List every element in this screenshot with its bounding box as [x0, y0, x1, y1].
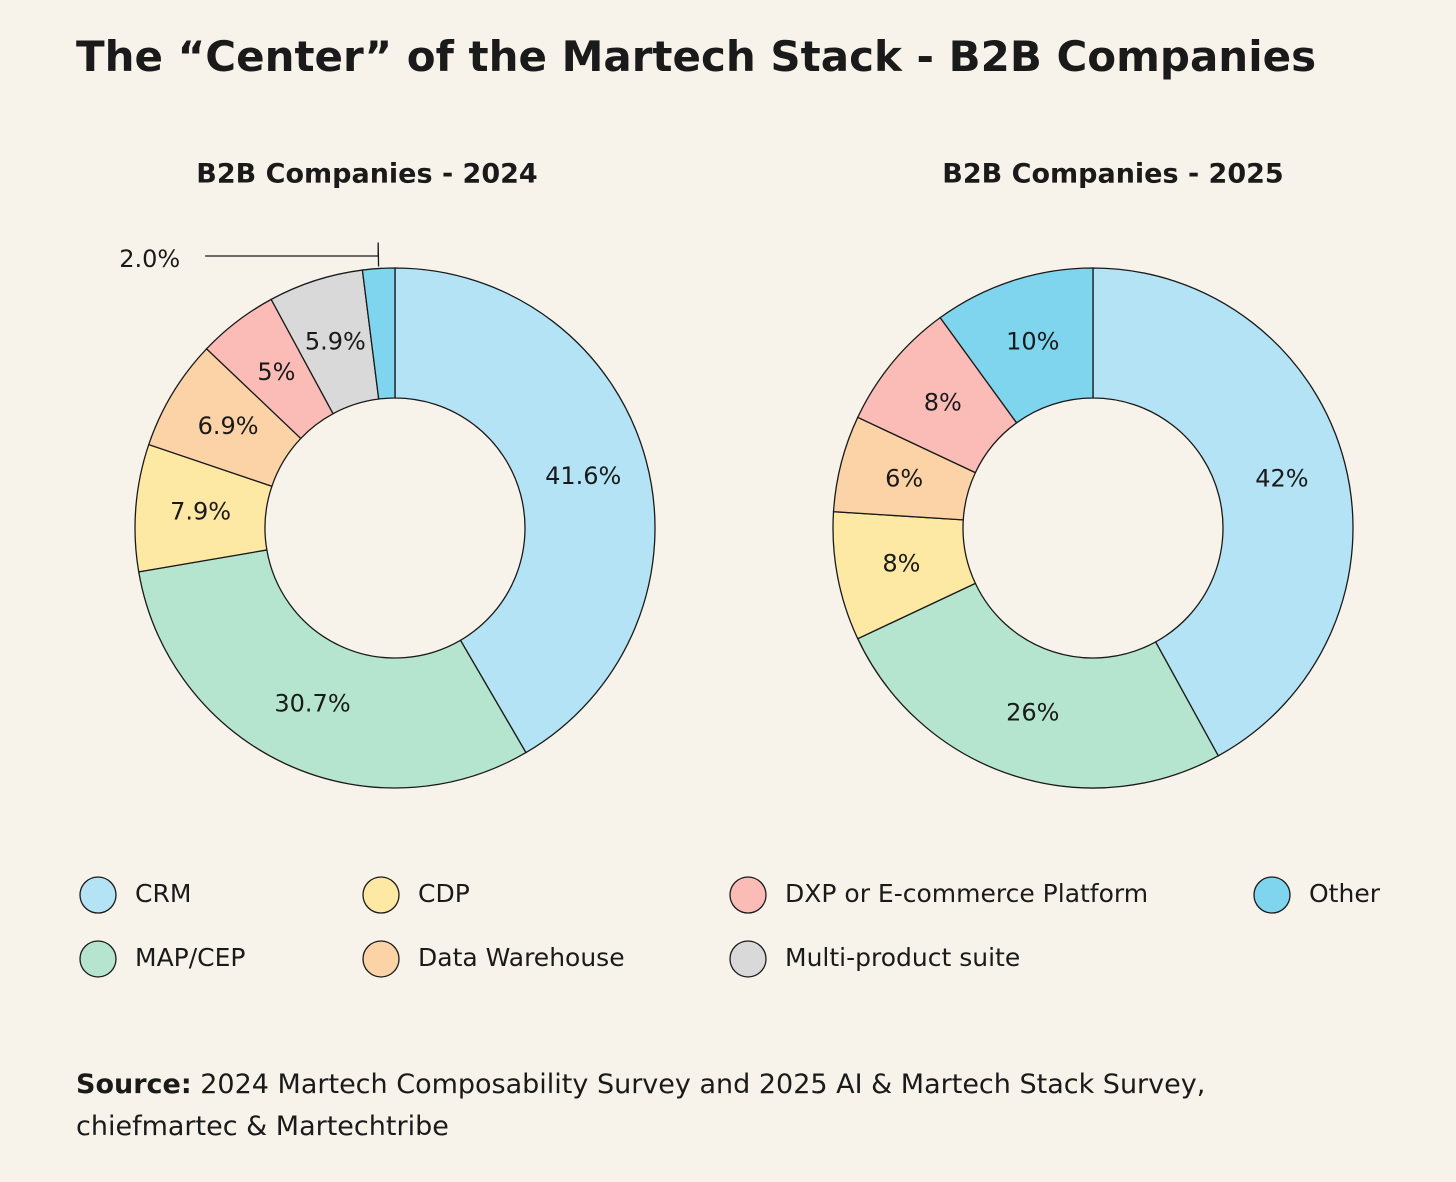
- legend-label: MAP/CEP: [135, 943, 246, 972]
- source-note: Source: 2024 Martech Composability Surve…: [76, 1064, 1276, 1148]
- legend-label: CRM: [135, 879, 191, 908]
- data-label: 2.0%: [119, 245, 180, 273]
- chart-title: B2B Companies - 2025: [942, 159, 1283, 190]
- legend-label: Other: [1309, 879, 1381, 908]
- legend-swatch: [1253, 876, 1291, 914]
- data-label: 7.9%: [170, 498, 231, 526]
- data-label: 10%: [1006, 328, 1059, 356]
- legend-label: DXP or E-commerce Platform: [785, 879, 1148, 908]
- legend-swatch: [79, 940, 117, 978]
- source-text: 2024 Martech Composability Survey and 20…: [76, 1069, 1206, 1142]
- leader-line: [205, 242, 380, 267]
- legend-label: Data Warehouse: [418, 943, 625, 972]
- data-label: 8%: [882, 550, 920, 578]
- data-label: 5%: [257, 358, 295, 386]
- donut-segment: [1092, 267, 1354, 757]
- data-label: 30.7%: [274, 690, 350, 718]
- legend-swatch: [362, 940, 400, 978]
- legend-label: Multi-product suite: [785, 943, 1020, 972]
- legend-swatch: [79, 876, 117, 914]
- data-label: 41.6%: [545, 462, 621, 490]
- page-title: The “Center” of the Martech Stack - B2B …: [76, 32, 1317, 81]
- donut-segment: [394, 267, 656, 754]
- data-label: 6.9%: [198, 412, 259, 440]
- data-label: 6%: [885, 465, 923, 493]
- data-label: 42%: [1255, 465, 1308, 493]
- donut-segment: [939, 267, 1094, 424]
- data-label: 8%: [924, 389, 962, 417]
- legend-label: CDP: [418, 879, 470, 908]
- donut-segment: [361, 267, 396, 400]
- chart-title: B2B Companies - 2024: [196, 159, 537, 190]
- legend-swatch: [729, 876, 767, 914]
- legend-swatch: [729, 940, 767, 978]
- data-label: 5.9%: [305, 327, 366, 355]
- legend-swatch: [362, 876, 400, 914]
- data-label: 26%: [1006, 698, 1059, 726]
- source-label: Source:: [76, 1069, 192, 1100]
- donut-segment: [856, 582, 1220, 789]
- donut-segment: [137, 549, 527, 789]
